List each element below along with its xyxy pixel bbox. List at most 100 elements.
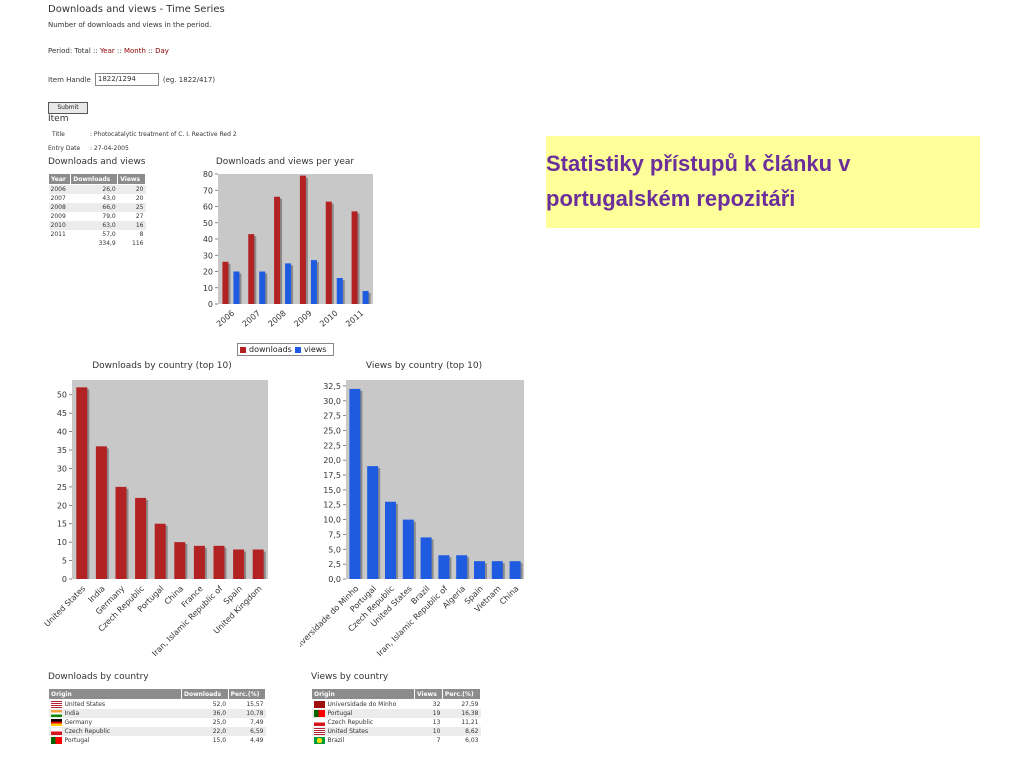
table-row: 2009 79,0 27 [49,212,146,221]
bar [222,261,229,304]
country-name: Czech Republic [327,719,374,726]
y-tick-label: 5 [62,557,67,566]
bar [509,561,521,579]
bar [325,201,332,304]
bar [362,291,369,304]
period-separator: :: [117,47,122,55]
cell: 8 [139,231,144,238]
value-cell: 7 [436,737,441,744]
y-tick-label: 50 [203,219,213,228]
bar [310,260,317,304]
cell: 43,0 [102,195,116,202]
value-cell: 36,0 [181,709,229,718]
bar [95,446,107,579]
yearly-chart-legend: downloads views [237,343,334,356]
country-name: United States [327,728,369,735]
yearly-table: Year Downloads Views 2006 26,0 20 2007 43,0… [47,173,146,248]
value-cell: 10 [414,727,443,736]
y-tick-label: 2,5 [328,560,341,569]
x-tick-label: 2006 [215,309,236,329]
de-flag-icon [50,719,62,726]
annotation-box: Statistiky přístupů k článku v portugals… [546,136,980,228]
table-row: United States 10 8,62 [311,727,481,736]
totals-row: 334,9 116 [49,239,146,248]
views-country-table: Origin Views Perc.(%) Universidade do Mi… [311,688,482,745]
um-flag-icon [313,701,325,708]
col-header: Perc.(%) [227,688,267,700]
bar [474,561,485,579]
yearly-bar-chart: Downloads and views per year 0 10 20 30 40 50 6… [203,157,373,329]
handle-label: Item Handle [48,75,91,84]
bar [336,278,343,304]
bar [213,545,225,579]
cell: 20 [135,195,144,202]
period-month-link[interactable]: Month [123,47,146,55]
percent-cell: 15,57 [246,701,264,708]
chart-title: Downloads by country (top 10) [92,361,232,371]
cell: 79,0 [102,213,116,220]
cell: 20 [117,184,146,194]
handle-input[interactable]: 1822/1294 [94,73,159,86]
y-tick-label: 40 [57,428,67,437]
table-row: 2010 63,0 16 [48,221,146,230]
y-tick-label: 30,0 [323,397,341,406]
table-row: 2006 26,0 20 [48,184,146,194]
downloads-by-country-chart: Downloads by country (top 10) 0 5 10 15 20 25 3… [44,361,268,656]
bar [154,523,166,579]
y-tick-label: 20,0 [323,456,341,465]
y-tick-label: 20 [203,268,213,277]
y-tick-label: 30 [203,251,213,260]
cell [49,239,71,248]
page-title: Downloads and views - Time Series [48,4,225,15]
table-row: United States 52,0 15,57 [49,700,266,710]
bar [76,387,88,579]
percent-cell: 11,21 [461,719,479,726]
percent-cell: 7,49 [250,719,264,726]
bar [259,271,266,304]
legend-swatch-views [294,346,301,353]
y-tick-label: 25 [57,483,67,492]
period-separator: :: [93,47,98,55]
legend-label-views: views [303,345,327,354]
value-cell: 19 [414,709,443,718]
bar [349,388,361,579]
pt-flag-icon [313,710,325,717]
col-header: Origin [311,688,415,700]
bar [252,549,264,579]
cell: 2011 [50,231,66,238]
cell: 63,0 [70,221,118,230]
submit-button[interactable]: Submit [48,102,88,114]
value-cell: 52,0 [212,701,227,708]
value-cell: 32 [432,701,441,708]
y-tick-label: 12,5 [323,501,341,510]
cell: 57,0 [102,231,116,238]
table-row: Portugal 15,0 4,49 [49,736,266,745]
origin-cell: Brazil [312,736,415,745]
col-header: Year [47,173,72,185]
cell: 2008 [48,203,71,212]
origin-cell: United States [49,700,182,710]
bar [385,501,396,579]
col-header: Views [117,173,146,185]
y-tick-label: 80 [203,170,213,179]
table-row: 2007 43,0 20 [49,194,146,203]
bar [438,555,450,579]
bar [285,263,292,304]
br-flag-icon [313,737,325,744]
percent-cell: 16,38 [442,709,481,718]
percent-cell: 4,49 [250,737,264,744]
table-row: Universidade do Minho 32 27,59 [312,700,481,710]
value-cell: 13 [432,719,441,726]
col-header: Downloads [70,173,119,185]
item-heading: Item [48,114,69,124]
period-day-link[interactable]: Day [155,47,169,55]
col-header: Views [414,688,443,700]
y-tick-label: 10 [203,284,213,293]
chart-title: Views by country (top 10) [366,361,482,371]
cz-flag-icon [50,728,62,735]
origin-cell: Czech Republic [48,727,182,736]
y-tick-label: 0 [62,575,67,584]
bar [174,542,186,579]
cell: 25 [117,203,146,212]
period-year-link[interactable]: Year [99,47,115,55]
